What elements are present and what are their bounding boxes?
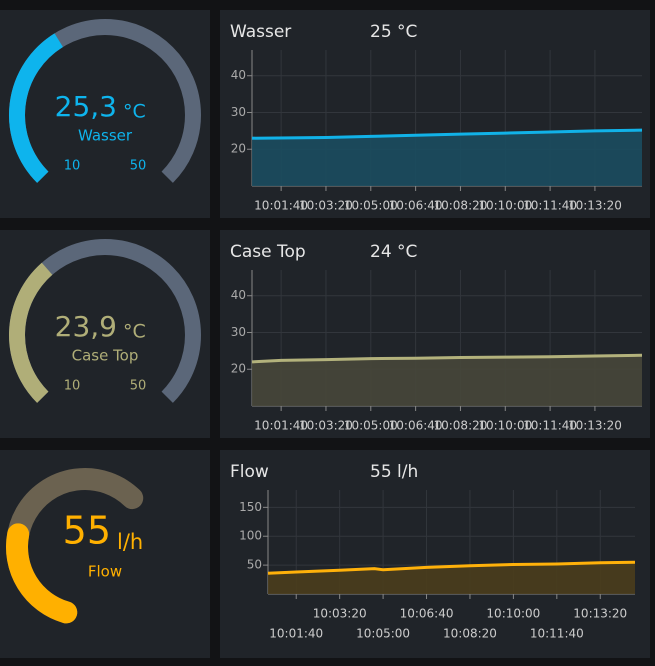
y-tick-label: 30 <box>231 105 246 119</box>
x-tick-label: 10:11:40 <box>523 199 577 213</box>
x-tick-label: 10:05:00 <box>344 419 398 433</box>
x-tick-label: 10:01:40 <box>254 419 308 433</box>
area-fill <box>252 130 642 186</box>
x-tick-label: 10:03:20 <box>299 199 353 213</box>
x-tick-label: 10:01:40 <box>269 627 323 641</box>
chart-current: 55 l/h <box>370 462 418 482</box>
gauge-label: Flow <box>88 563 122 581</box>
y-tick-label: 50 <box>247 558 262 572</box>
gauge-panel <box>0 230 210 438</box>
x-tick-label: 10:13:20 <box>573 607 627 621</box>
x-tick-label: 10:05:00 <box>356 627 410 641</box>
line <box>251 128 643 140</box>
gauge-value-arc <box>6 523 78 624</box>
chart-title: Case Top <box>230 242 306 262</box>
x-tick-label: 10:06:40 <box>389 199 443 213</box>
y-tick-label: 40 <box>231 68 246 82</box>
x-tick-label: 10:13:20 <box>568 199 622 213</box>
gauge-unit: °C <box>123 101 146 123</box>
x-tick-label: 10:10:00 <box>486 607 540 621</box>
gauge-value: 23,9 <box>55 310 117 343</box>
y-tick-label: 20 <box>231 362 246 376</box>
x-tick-label: 10:11:40 <box>530 627 584 641</box>
gauge-unit: l/h <box>117 530 143 554</box>
x-tick-label: 10:08:20 <box>433 199 487 213</box>
y-tick-label: 30 <box>231 325 246 339</box>
gauge-range-label: 50 <box>130 159 147 174</box>
x-tick-label: 10:06:40 <box>389 419 443 433</box>
gauge-value-arc <box>9 262 53 403</box>
y-tick-label: 150 <box>239 500 262 514</box>
chart-title: Wasser <box>230 22 291 42</box>
x-tick-label: 10:03:20 <box>299 419 353 433</box>
x-tick-label: 10:08:20 <box>443 627 497 641</box>
gauge-value: 55 <box>63 509 111 553</box>
chart-current: 24 °C <box>370 242 417 262</box>
y-tick-label: 20 <box>231 142 246 156</box>
chart-title: Flow <box>230 462 269 482</box>
x-tick-label: 10:05:00 <box>344 199 398 213</box>
x-tick-label: 10:01:40 <box>254 199 308 213</box>
area-fill <box>252 355 642 406</box>
line <box>267 560 636 575</box>
x-tick-label: 10:11:40 <box>523 419 577 433</box>
gauge-value: 25,3 <box>55 90 117 123</box>
gauge-panel <box>0 10 210 218</box>
x-tick-label: 10:10:00 <box>478 199 532 213</box>
gauge-label: Case Top <box>72 347 139 365</box>
chart-current: 25 °C <box>370 22 417 42</box>
x-tick-label: 10:08:20 <box>433 419 487 433</box>
chart-panel <box>220 450 650 658</box>
gauge-value-arc <box>9 33 64 183</box>
x-tick-label: 10:06:40 <box>400 607 454 621</box>
gauge-range-label: 10 <box>64 379 81 394</box>
gauge-unit: °C <box>123 321 146 343</box>
x-tick-label: 10:10:00 <box>478 419 532 433</box>
x-tick-label: 10:13:20 <box>568 419 622 433</box>
line <box>251 353 643 364</box>
y-tick-label: 40 <box>231 288 246 302</box>
y-tick-label: 100 <box>239 529 262 543</box>
gauge-range-label: 50 <box>130 379 147 394</box>
x-tick-label: 10:03:20 <box>313 607 367 621</box>
gauge-label: Wasser <box>78 127 133 145</box>
gauge-range-label: 10 <box>64 159 81 174</box>
